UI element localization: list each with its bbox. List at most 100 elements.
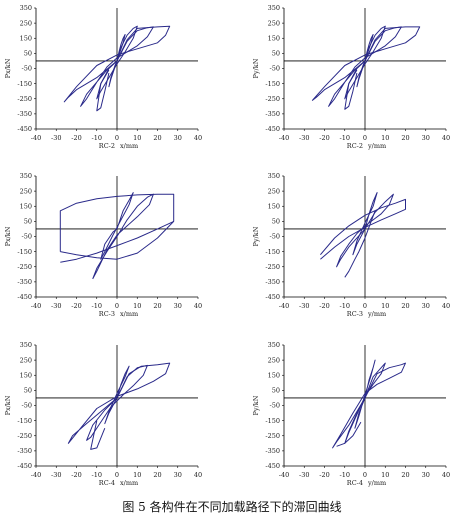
y-tick-label: 250 xyxy=(268,187,280,195)
hysteresis-loop-5 xyxy=(344,69,358,110)
x-tick-label: 40 xyxy=(194,134,202,142)
x-tick-label: 0 xyxy=(115,134,119,142)
y-tick-label: -150 xyxy=(265,248,280,256)
x-tick-label: -20 xyxy=(71,471,81,479)
hysteresis-loop-2 xyxy=(92,193,154,280)
y-tick-label: -50 xyxy=(22,233,32,241)
x-tick-label: 0 xyxy=(363,134,367,142)
x-tick-label: 30 xyxy=(174,134,182,142)
x-tick-label: 10 xyxy=(381,302,389,310)
hysteresis-loop-4 xyxy=(60,221,175,260)
x-tick-label: -30 xyxy=(299,134,309,142)
y-tick-label: 50 xyxy=(272,218,280,226)
x-tick-label: 40 xyxy=(442,134,450,142)
y-tick-label: 350 xyxy=(20,4,32,12)
hysteresis-panel-6: 350 250 150 50 -50 -150 -250 -350 -450-40 -30 -20 -… xyxy=(252,341,450,487)
y-tick-label: 350 xyxy=(268,172,280,180)
y-tick-label: 250 xyxy=(20,187,32,195)
y-tick-label: 50 xyxy=(24,387,32,395)
hysteresis-panel-3: 350 250 150 50 -50 -150 -250 -350 -450-40 -30 -20 -… xyxy=(4,172,202,318)
x-tick-label: 10 xyxy=(133,471,141,479)
x-tick-label: 10 xyxy=(133,302,141,310)
y-tick-label: -350 xyxy=(17,110,32,118)
x-tick-label: -30 xyxy=(299,471,309,479)
hysteresis-loop-4 xyxy=(344,210,376,278)
x-tick-label: 10 xyxy=(381,134,389,142)
y-tick-label: -250 xyxy=(17,432,32,440)
x-tick-label: -20 xyxy=(71,302,81,310)
x-tick-label: -40 xyxy=(31,134,41,142)
x-tick-label: 20 xyxy=(401,302,409,310)
x-tick-label: -30 xyxy=(51,302,61,310)
specimen-label: RC-3 xyxy=(99,310,115,318)
hysteresis-panel-5: 350 250 150 50 -50 -150 -250 -350 -450-40 -30 -20 -… xyxy=(4,341,202,487)
y-tick-label: -50 xyxy=(270,65,280,73)
x-tick-label: -10 xyxy=(92,471,102,479)
x-axis-label: y/mm xyxy=(367,142,386,150)
y-axis-label: Px/kN xyxy=(4,395,12,415)
y-tick-label: 50 xyxy=(272,387,280,395)
x-tick-label: -10 xyxy=(340,134,350,142)
hysteresis-loop-4 xyxy=(63,25,171,103)
x-axis-label: x/mm xyxy=(120,142,138,150)
x-tick-label: 30 xyxy=(422,302,430,310)
specimen-label: RC-2 xyxy=(347,142,363,150)
x-tick-label: -20 xyxy=(319,134,329,142)
y-tick-label: -50 xyxy=(22,402,32,410)
x-tick-label: -30 xyxy=(299,302,309,310)
x-tick-label: 0 xyxy=(115,302,119,310)
y-axis-label: Py/kN xyxy=(252,58,260,78)
x-tick-label: -10 xyxy=(92,134,102,142)
y-tick-label: -150 xyxy=(17,417,32,425)
y-tick-label: 150 xyxy=(20,371,32,379)
x-tick-label: 20 xyxy=(401,471,409,479)
x-tick-label: -20 xyxy=(319,302,329,310)
x-tick-label: -20 xyxy=(71,134,81,142)
x-axis-label: y/mm xyxy=(367,479,386,487)
x-tick-label: -30 xyxy=(51,134,61,142)
y-tick-label: -350 xyxy=(265,278,280,286)
hysteresis-loop-3 xyxy=(332,362,406,449)
y-tick-label: 350 xyxy=(268,341,280,349)
x-tick-label: 0 xyxy=(363,302,367,310)
x-tick-label: 30 xyxy=(422,134,430,142)
specimen-label: RC-4 xyxy=(347,479,363,487)
y-tick-label: 50 xyxy=(272,50,280,58)
hysteresis-loop-4 xyxy=(90,420,106,450)
hysteresis-loop-1 xyxy=(352,192,378,256)
y-axis-label: Px/kN xyxy=(4,226,12,246)
y-tick-label: -50 xyxy=(22,65,32,73)
y-tick-label: 50 xyxy=(24,50,32,58)
x-tick-label: 40 xyxy=(442,471,450,479)
y-tick-label: -250 xyxy=(17,263,32,271)
x-tick-label: -40 xyxy=(31,302,41,310)
y-tick-label: -250 xyxy=(265,263,280,271)
x-tick-label: 40 xyxy=(194,471,202,479)
y-tick-label: -350 xyxy=(265,447,280,455)
x-tick-label: 20 xyxy=(153,471,161,479)
x-tick-label: 20 xyxy=(153,302,161,310)
specimen-label: RC-4 xyxy=(99,479,115,487)
x-tick-label: -40 xyxy=(31,471,41,479)
x-tick-label: -20 xyxy=(319,471,329,479)
y-tick-label: 150 xyxy=(20,34,32,42)
x-tick-label: -40 xyxy=(279,134,289,142)
y-tick-label: 250 xyxy=(268,356,280,364)
hysteresis-loop-4 xyxy=(336,421,362,447)
y-tick-label: -450 xyxy=(265,293,280,301)
y-tick-label: -250 xyxy=(265,432,280,440)
y-tick-label: 50 xyxy=(24,218,32,226)
y-tick-label: -150 xyxy=(17,80,32,88)
x-tick-label: -40 xyxy=(279,471,289,479)
x-axis-label: y/mm xyxy=(367,310,386,318)
x-tick-label: 10 xyxy=(381,471,389,479)
hysteresis-panel-2: 350 250 150 50 -50 -150 -250 -350 -450-40 -30 -20 -… xyxy=(252,4,450,150)
x-tick-label: -10 xyxy=(92,302,102,310)
x-tick-label: 20 xyxy=(153,134,161,142)
hysteresis-loop-2 xyxy=(344,362,386,444)
y-tick-label: -50 xyxy=(270,233,280,241)
hysteresis-loop-3 xyxy=(320,198,406,260)
y-tick-label: -150 xyxy=(265,417,280,425)
y-axis-label: Px/kN xyxy=(4,58,12,78)
y-tick-label: -450 xyxy=(17,125,32,133)
